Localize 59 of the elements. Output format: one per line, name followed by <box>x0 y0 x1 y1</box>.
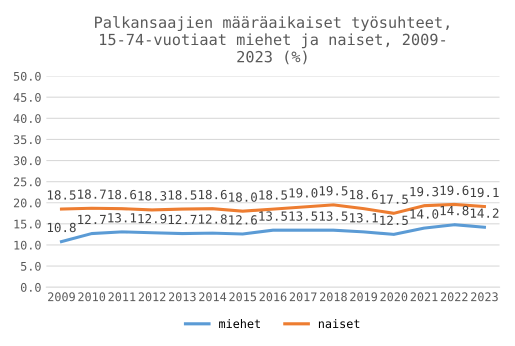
data-label: 18.3 <box>138 191 166 201</box>
data-label: 12.7 <box>78 214 106 224</box>
x-tick-label: 2013 <box>168 292 196 302</box>
data-label: 18.6 <box>108 190 136 200</box>
data-label: 19.1 <box>470 188 499 198</box>
data-label: 13.5 <box>290 211 318 221</box>
data-label: 18.5 <box>48 190 76 200</box>
data-label: 18.5 <box>168 190 196 200</box>
data-label: 19.5 <box>320 186 348 196</box>
x-tick-label: 2019 <box>350 292 378 302</box>
y-tick-label: 40.0 <box>14 114 41 124</box>
x-tick-label: 2016 <box>260 292 286 302</box>
data-label: 19.0 <box>290 188 318 198</box>
y-tick-label: 5.0 <box>20 262 41 271</box>
data-label: 18.6 <box>350 190 378 200</box>
data-label: 13.1 <box>108 213 136 223</box>
data-label: 12.5 <box>380 216 408 226</box>
legend-label: naiset <box>318 318 360 328</box>
data-label: 13.5 <box>320 211 348 221</box>
x-tick-label: 2009 <box>48 292 75 302</box>
y-tick-label: 0.0 <box>20 282 41 292</box>
data-label: 14.2 <box>470 208 498 218</box>
x-tick-label: 2022 <box>440 292 468 302</box>
y-tick-label: 35.0 <box>14 135 41 144</box>
x-tick-label: 2012 <box>138 292 166 302</box>
data-label: 12.6 <box>229 215 257 225</box>
x-tick-label: 2018 <box>320 292 347 302</box>
y-tick-label: 25.0 <box>14 177 41 186</box>
x-tick-label: 2011 <box>108 292 136 302</box>
data-label: 14.8 <box>440 206 468 216</box>
data-label: 18.0 <box>229 192 257 202</box>
data-label: 17.5 <box>380 194 408 204</box>
data-label: 18.5 <box>259 190 287 200</box>
y-tick-label: 10.0 <box>14 240 41 250</box>
data-label: 12.7 <box>168 214 196 224</box>
x-tick-label: 2014 <box>199 292 226 302</box>
x-tick-label: 2023 <box>471 292 498 302</box>
data-label: 14.0 <box>410 209 438 219</box>
data-label: 12.8 <box>198 214 227 224</box>
x-tick-label: 2015 <box>229 292 256 302</box>
y-tick-label: 15.0 <box>14 220 41 229</box>
legend-label: miehet <box>219 318 260 328</box>
data-label: 19.3 <box>410 186 438 196</box>
data-label: 18.6 <box>198 190 227 200</box>
y-tick-label: 50.0 <box>14 72 41 81</box>
y-tick-label: 45.0 <box>14 92 41 102</box>
data-label: 13.1 <box>350 213 378 223</box>
y-tick-label: 20.0 <box>14 198 41 208</box>
data-label: 18.7 <box>78 189 106 199</box>
chart-title: Palkansaajien määräaikaiset työsuhteet, 15-74-vuotiaat miehet ja naiset, 2009- 2023 (%) <box>95 16 449 64</box>
x-tick-label: 2017 <box>290 292 316 302</box>
x-tick-label: 2020 <box>380 292 408 302</box>
data-label: 10.8 <box>48 222 76 232</box>
x-tick-label: 2021 <box>410 292 438 302</box>
data-label: 13.5 <box>259 211 287 221</box>
data-label: 12.9 <box>138 214 166 224</box>
data-label: 19.6 <box>440 186 468 196</box>
x-tick-label: 2010 <box>78 292 106 302</box>
y-tick-label: 30.0 <box>14 156 41 166</box>
